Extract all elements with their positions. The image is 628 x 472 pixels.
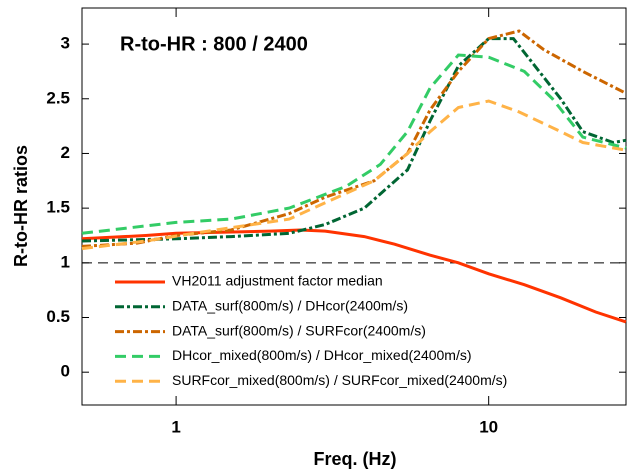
annotation: R-to-HR : 800 / 2400 [120,33,308,55]
legend-label: DATA_surf(800m/s) / SURFcor(2400m/s) [172,322,426,338]
y-tick-label: 0 [61,362,70,381]
series-line [81,37,627,243]
series-line [81,29,627,248]
legend-label: SURFcor_mixed(800m/s) / SURFcor_mixed(24… [172,372,507,388]
x-tick-label: 10 [479,417,498,436]
y-axis-label: R-to-HR ratios [11,145,31,267]
legend-label: DHcor_mixed(800m/s) / DHcor_mixed(2400m/… [172,347,472,363]
plot-frame [81,7,627,406]
y-tick-label: 1 [61,252,70,271]
y-tick-label: 0.5 [46,307,70,326]
legend-label: DATA_surf(800m/s) / DHcor(2400m/s) [172,298,408,314]
y-tick-label: 1.5 [46,198,70,217]
series-line [81,53,627,235]
y-tick-label: 2 [61,143,70,162]
x-axis-label: Freq. (Hz) [314,449,397,469]
y-tick-label: 2.5 [46,88,70,107]
series-line [81,99,627,251]
y-tick-label: 3 [61,34,70,53]
x-tick-label: 1 [171,417,180,436]
legend-label: VH2011 adjustment factor median [172,273,383,289]
